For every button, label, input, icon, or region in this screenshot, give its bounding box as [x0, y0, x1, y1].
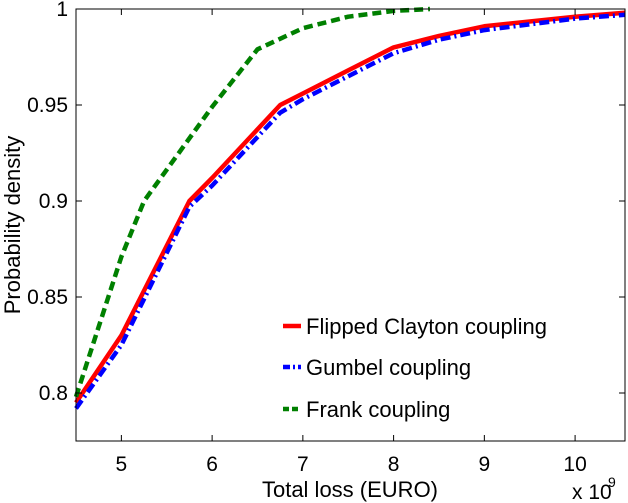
series-line-frank-coupling	[73, 6, 431, 398]
y-tick-label: 0.95	[27, 94, 68, 117]
x-multiplier-label: x 10	[572, 481, 612, 503]
x-tick-label: 6	[206, 453, 218, 476]
x-tick-label: 7	[297, 453, 309, 476]
series-line-flipped-clayton-coupling	[74, 10, 626, 404]
plot-frame	[75, 8, 626, 442]
plot-area	[76, 9, 625, 441]
x-tick-label: 5	[116, 453, 128, 476]
series-line-gumbel-coupling	[74, 12, 626, 410]
series-layer	[73, 6, 626, 410]
legend-label: Frank coupling	[306, 397, 450, 422]
ticks-layer: 5 6 7 8 9 10 0.8 0.85 0.9 0.95 1	[27, 0, 625, 476]
legend-label: Gumbel coupling	[306, 355, 471, 380]
legend: Flipped Clayton coupling Gumbel coupling F…	[283, 314, 547, 422]
x-tick-label: 8	[388, 453, 400, 476]
x-axis-title: Total loss (EURO)	[262, 477, 438, 502]
x-multiplier-exponent: 9	[608, 474, 616, 490]
y-tick-label: 1	[56, 0, 68, 21]
y-tick-label: 0.8	[39, 382, 68, 405]
legend-label: Flipped Clayton coupling	[306, 314, 547, 339]
x-tick-label: 10	[563, 453, 586, 476]
y-tick-label: 0.85	[27, 286, 68, 309]
x-tick-label: 9	[479, 453, 491, 476]
y-axis-title: Probability density	[0, 136, 25, 315]
y-tick-label: 0.9	[39, 190, 68, 213]
